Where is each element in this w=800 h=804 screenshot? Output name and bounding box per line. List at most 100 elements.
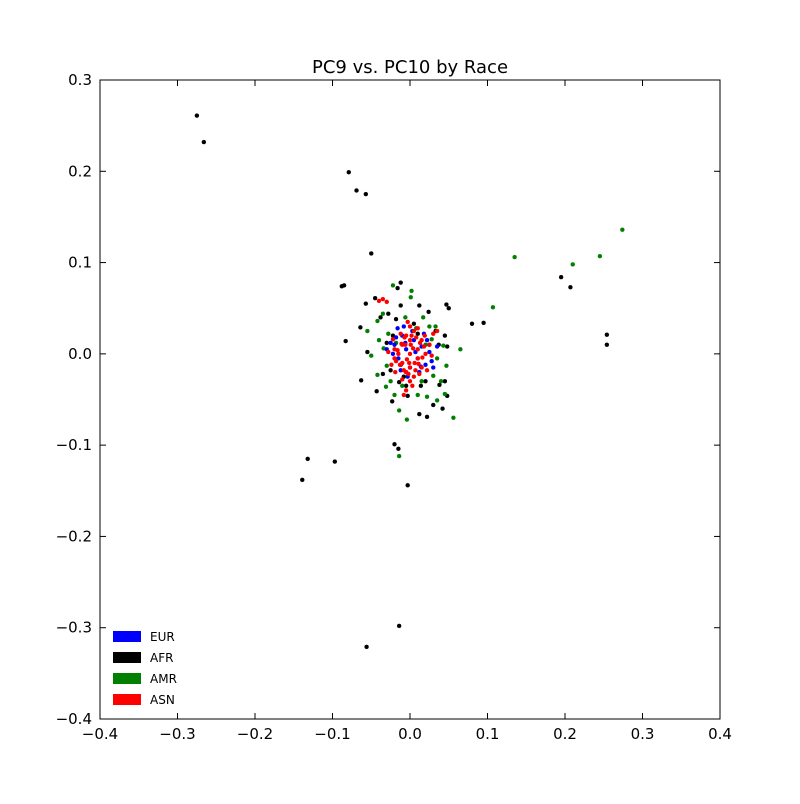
data-point <box>444 363 449 368</box>
data-point <box>458 347 463 352</box>
y-tick-label: −0.2 <box>56 527 92 545</box>
x-tick-label: 0.1 <box>476 725 500 743</box>
legend-label: AFR <box>150 651 173 665</box>
data-point <box>407 324 413 329</box>
data-point <box>396 379 402 385</box>
data-point <box>397 362 403 368</box>
legend-swatch <box>113 673 141 684</box>
data-point <box>388 379 393 384</box>
data-point <box>427 349 432 355</box>
data-point <box>372 295 378 301</box>
data-point <box>380 371 386 377</box>
data-point <box>403 315 408 320</box>
legend-swatch <box>113 652 141 663</box>
data-point <box>384 340 389 346</box>
data-point <box>558 274 564 280</box>
data-point <box>396 453 402 459</box>
data-point <box>410 346 416 351</box>
data-point <box>374 389 379 394</box>
legend-label: ASN <box>150 693 175 707</box>
data-point <box>390 337 396 342</box>
y-tick-label: −0.3 <box>56 619 92 637</box>
data-point <box>424 368 430 373</box>
data-point <box>354 188 359 193</box>
data-point <box>604 332 610 337</box>
data-point <box>380 296 386 302</box>
data-point <box>365 349 370 355</box>
data-point <box>417 340 423 346</box>
x-tick-label: −0.4 <box>82 725 118 743</box>
data-point <box>434 328 440 334</box>
data-point <box>300 477 305 483</box>
data-point <box>604 342 610 347</box>
series-asn <box>376 296 440 398</box>
data-point <box>597 253 603 259</box>
data-point <box>388 340 393 346</box>
data-point <box>490 305 496 310</box>
y-tick-label: 0.0 <box>68 345 92 363</box>
data-point <box>421 344 427 349</box>
data-point <box>396 446 401 451</box>
data-point <box>420 355 425 360</box>
y-tick-label: −0.1 <box>56 436 92 454</box>
data-point <box>415 392 420 398</box>
data-point <box>409 333 414 338</box>
data-point <box>403 383 409 389</box>
data-point <box>427 324 432 329</box>
data-point <box>407 351 413 357</box>
data-point <box>358 325 363 330</box>
data-point <box>414 335 419 340</box>
data-point <box>396 623 402 629</box>
data-point <box>512 254 517 260</box>
data-point <box>393 358 399 364</box>
data-point <box>386 331 391 336</box>
data-point <box>201 139 207 145</box>
data-point <box>422 333 427 338</box>
data-point <box>415 331 420 336</box>
data-point <box>404 417 410 422</box>
data-point <box>378 315 383 320</box>
data-point <box>406 371 411 377</box>
data-point <box>407 365 413 370</box>
data-point <box>405 319 410 325</box>
data-point <box>398 280 403 285</box>
data-point <box>343 338 348 344</box>
data-point <box>481 320 486 326</box>
data-point <box>396 351 401 357</box>
data-point <box>570 262 575 267</box>
data-point <box>402 335 407 340</box>
data-point <box>398 303 403 308</box>
data-point <box>392 392 397 398</box>
data-point <box>424 394 430 399</box>
data-point <box>395 285 400 291</box>
data-point <box>410 383 415 389</box>
data-point <box>429 337 434 342</box>
data-point <box>442 391 448 397</box>
data-point <box>469 321 475 326</box>
x-tick-label: −0.1 <box>314 725 350 743</box>
data-point <box>386 311 391 316</box>
data-point <box>429 358 434 364</box>
data-point <box>380 311 386 316</box>
data-point <box>415 347 420 352</box>
data-point <box>346 169 351 175</box>
data-point <box>411 328 417 334</box>
data-point <box>376 298 382 304</box>
data-point <box>427 342 432 347</box>
data-point <box>389 399 395 404</box>
legend-item-eur: EUR <box>113 630 175 644</box>
data-point <box>413 368 418 373</box>
data-point <box>392 342 397 347</box>
data-point <box>445 344 450 349</box>
data-point <box>392 442 397 447</box>
data-point <box>401 324 406 329</box>
data-point <box>405 393 410 399</box>
data-point <box>403 347 409 352</box>
x-tick-label: 0.2 <box>553 725 577 743</box>
data-point <box>393 316 399 322</box>
legend-swatch <box>113 694 141 705</box>
data-point <box>305 456 310 462</box>
data-point <box>376 337 382 343</box>
